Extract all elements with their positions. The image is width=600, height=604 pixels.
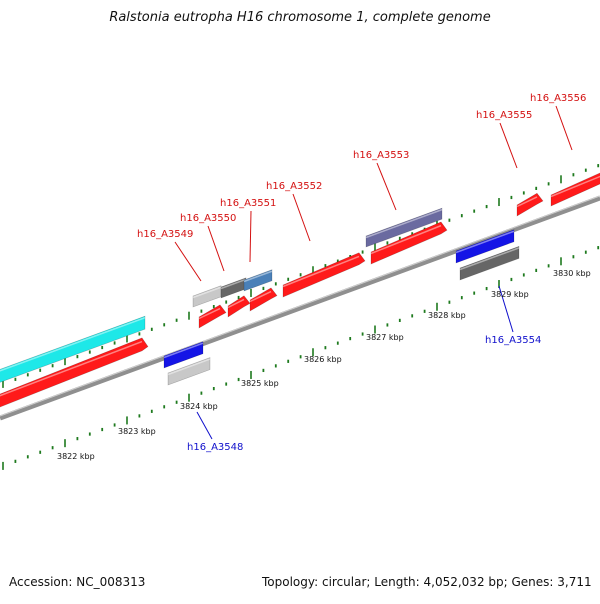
gene-label-h16-A3555[interactable]: h16_A3555 xyxy=(476,110,532,121)
label-leaders xyxy=(174,105,573,440)
gene-h16-A3556[interactable] xyxy=(550,171,600,207)
leader-h16-A3553 xyxy=(376,162,397,211)
leader-h16-A3556 xyxy=(555,105,573,151)
scale-label-3830: 3830 kbp xyxy=(553,269,591,278)
gene-label-h16-A3551[interactable]: h16_A3551 xyxy=(220,198,276,209)
leader-h16-A3551 xyxy=(249,210,252,263)
gene-h16-A3548[interactable] xyxy=(167,357,211,386)
gene-h16-A3552[interactable] xyxy=(282,252,366,298)
gene-h16-A3550-context-highlight xyxy=(220,278,247,290)
gene-h16-A3548-context-highlight xyxy=(163,342,204,359)
gene-h16-A3549-context-highlight xyxy=(192,286,222,299)
leader-h16-A3554 xyxy=(498,285,514,333)
gene-h16-A3551-context[interactable] xyxy=(243,269,273,292)
gene-label-h16-A3549[interactable]: h16_A3549 xyxy=(137,229,193,240)
lower-tick-track xyxy=(2,246,600,470)
gene-h16-A3548-highlight xyxy=(167,358,211,376)
leader-h16-A3549 xyxy=(174,241,202,282)
gene-label-h16-A3548[interactable]: h16_A3548 xyxy=(187,442,243,453)
leader-h16-A3552 xyxy=(292,193,311,242)
gene-h16-A3549[interactable] xyxy=(198,304,227,329)
gene-h16-A3550-highlight xyxy=(227,298,245,309)
gene-h16-A3548-context[interactable] xyxy=(163,341,204,369)
gene-h16-A3554-context-highlight xyxy=(455,230,515,254)
map-title: Ralstonia eutropha H16 chromosome 1, com… xyxy=(109,10,491,25)
gene-h16-A3549-highlight xyxy=(198,307,221,320)
leader-h16-A3550 xyxy=(207,225,225,272)
gene-h16-A3555-highlight xyxy=(516,196,538,208)
scale-label-3829: 3829 kbp xyxy=(491,290,529,299)
scale-label-3822: 3822 kbp xyxy=(57,452,95,461)
gene-label-h16-A3550[interactable]: h16_A3550 xyxy=(180,213,236,224)
gene-h16-A3555[interactable] xyxy=(516,192,544,217)
gene-h16-A3554[interactable] xyxy=(459,245,520,281)
gene-cyan-left[interactable] xyxy=(0,315,146,386)
upper-tick-track xyxy=(2,164,600,388)
gene-features xyxy=(0,171,600,411)
gene-label-h16-A3556[interactable]: h16_A3556 xyxy=(530,93,586,104)
chromosome-backbone xyxy=(0,195,600,421)
gene-h16-A3550[interactable] xyxy=(227,295,251,318)
scale-label-3827: 3827 kbp xyxy=(366,333,404,342)
gene-h16-A3553[interactable] xyxy=(370,221,448,265)
chromosome-backbone-highlight xyxy=(0,195,600,417)
scale-label-3828: 3828 kbp xyxy=(428,311,466,320)
leader-h16-A3548 xyxy=(196,411,213,440)
gene-h16-A3552-highlight xyxy=(282,255,360,288)
accession-text: Accession: NC_008313 xyxy=(9,575,146,589)
gene-h16-A3553-highlight xyxy=(370,224,442,255)
gene-label-h16-A3552[interactable]: h16_A3552 xyxy=(266,181,322,192)
scale-label-3826: 3826 kbp xyxy=(304,355,342,364)
gene-h16-A3556-highlight xyxy=(550,175,600,198)
gene-h16-A3551-context-highlight xyxy=(243,270,273,283)
gene-h16-A3554-highlight xyxy=(459,247,520,271)
gene-red-left-highlight xyxy=(0,340,143,397)
leader-h16-A3555 xyxy=(499,122,518,169)
gene-label-h16-A3553[interactable]: h16_A3553 xyxy=(353,150,409,161)
gene-h16-A3551[interactable] xyxy=(249,287,278,312)
scale-label-3824: 3824 kbp xyxy=(180,402,218,411)
gene-label-h16-A3554[interactable]: h16_A3554 xyxy=(485,335,541,346)
genome-stats-text: Topology: circular; Length: 4,052,032 bp… xyxy=(262,575,592,589)
gene-h16-A3553-context[interactable] xyxy=(365,207,443,248)
gene-cyan-left-highlight xyxy=(0,316,146,372)
gene-h16-A3554-context[interactable] xyxy=(455,229,515,264)
gene-red-left[interactable] xyxy=(0,337,149,411)
gene-h16-A3551-highlight xyxy=(249,290,272,303)
gene-h16-A3553-context-highlight xyxy=(365,208,443,239)
scale-label-3823: 3823 kbp xyxy=(118,427,156,436)
scale-label-3825: 3825 kbp xyxy=(241,379,279,388)
